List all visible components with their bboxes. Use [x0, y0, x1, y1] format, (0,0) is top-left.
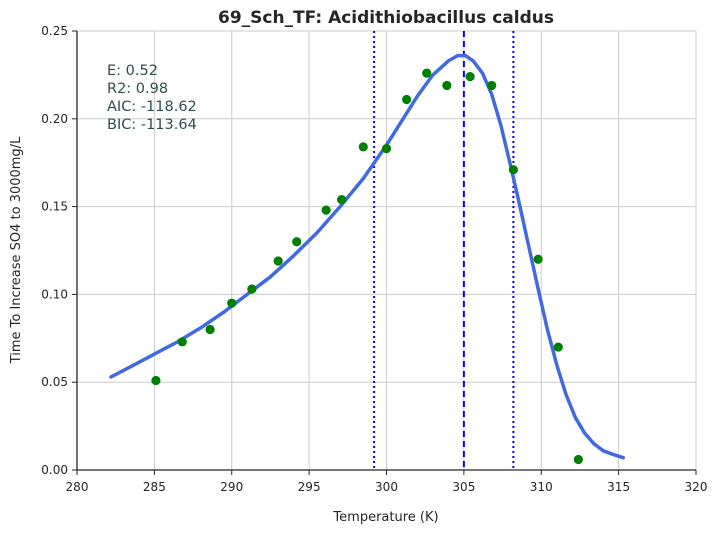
x-tick-label: 290: [220, 480, 243, 494]
x-tick-label: 315: [607, 480, 630, 494]
chart-title: 69_Sch_TF: Acidithiobacillus caldus: [218, 8, 554, 28]
data-point: [442, 80, 452, 91]
data-point: [533, 254, 543, 264]
data-point: [227, 298, 237, 308]
stat-e: E: 0.52: [107, 63, 158, 79]
y-tick-label: 0.25: [41, 24, 68, 38]
y-tick-label: 0.10: [41, 287, 68, 301]
y-tick-label: 0.05: [41, 375, 68, 389]
data-point: [151, 375, 161, 386]
data-point: [402, 94, 412, 105]
data-point: [422, 68, 432, 78]
data-point: [553, 342, 563, 352]
fit-curve-layer: [109, 53, 626, 460]
x-tick-label: 320: [685, 480, 708, 494]
data-point: [273, 256, 283, 266]
data-point: [358, 142, 368, 152]
data-point: [321, 205, 331, 215]
data-point: [573, 454, 583, 465]
x-tick-label: 285: [143, 480, 166, 494]
data-point: [487, 80, 497, 91]
tick-labels: 280 285 290 295 300 305 310 315 320 0.00 0.05 0.10 0…: [41, 24, 707, 494]
y-axis-label: Time To Increase SO4 to 3000mg/L: [9, 136, 24, 364]
x-tick-label: 310: [530, 480, 553, 494]
stat-aic: AIC: -118.62: [107, 99, 197, 115]
data-point: [177, 337, 187, 347]
data-point: [292, 237, 302, 247]
fit-stats: E: 0.52 R2: 0.98 AIC: -118.62 BIC: -113.…: [107, 63, 197, 133]
data-point: [205, 324, 215, 335]
data-points: [151, 68, 583, 465]
y-tick-label: 0.15: [41, 200, 68, 214]
data-point: [247, 284, 257, 294]
fit-curve: [109, 53, 626, 460]
grid: [76, 30, 697, 471]
reference-lines: [373, 31, 515, 470]
data-point: [337, 194, 347, 205]
data-point: [381, 144, 392, 154]
data-point: [465, 72, 475, 82]
stat-r2: R2: 0.98: [107, 81, 168, 97]
y-tick-label: 0.20: [41, 112, 68, 126]
data-point: [508, 165, 518, 175]
x-tick-label: 295: [298, 480, 321, 494]
x-tick-label: 280: [66, 480, 89, 494]
x-axis-label: Temperature (K): [332, 510, 438, 525]
axes: [72, 30, 697, 475]
x-tick-label: 305: [452, 480, 475, 494]
y-tick-label: 0.00: [41, 463, 68, 477]
x-tick-label: 300: [375, 480, 398, 494]
stat-bic: BIC: -113.64: [107, 117, 197, 133]
